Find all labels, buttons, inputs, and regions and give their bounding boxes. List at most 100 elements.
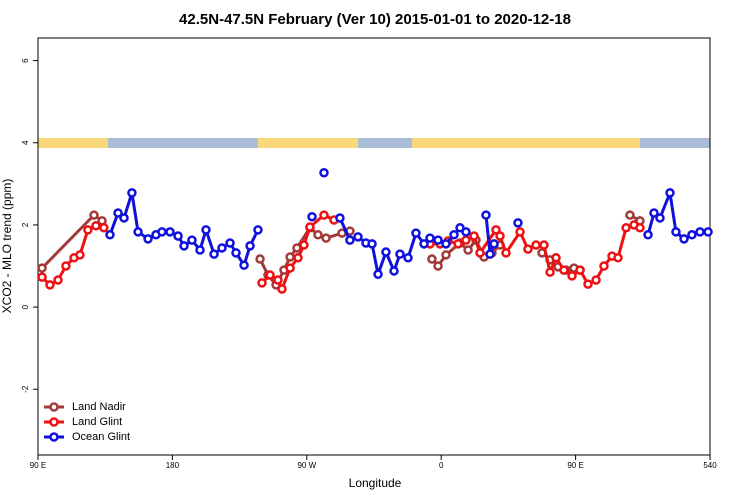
point bbox=[495, 231, 505, 241]
point bbox=[313, 230, 323, 240]
y-tick-label: 6 bbox=[21, 58, 30, 63]
point bbox=[671, 227, 681, 237]
legend-label: Land Glint bbox=[72, 416, 122, 428]
point bbox=[403, 253, 413, 263]
land-band bbox=[412, 138, 640, 148]
point bbox=[621, 223, 631, 233]
point bbox=[45, 280, 55, 290]
point bbox=[419, 239, 429, 249]
point bbox=[265, 270, 275, 280]
point bbox=[679, 234, 689, 244]
point bbox=[319, 210, 329, 220]
x-tick-label: 90 W bbox=[297, 461, 316, 470]
point bbox=[225, 238, 235, 248]
land-band bbox=[38, 138, 108, 148]
point bbox=[179, 241, 189, 251]
point bbox=[209, 249, 219, 259]
point bbox=[599, 261, 609, 271]
point bbox=[395, 249, 405, 259]
legend-label: Ocean Glint bbox=[72, 431, 130, 443]
point bbox=[433, 261, 443, 271]
point bbox=[665, 188, 675, 198]
point bbox=[463, 245, 473, 255]
point bbox=[441, 250, 451, 260]
point bbox=[353, 232, 363, 242]
point bbox=[433, 235, 443, 245]
point bbox=[635, 223, 645, 233]
point bbox=[469, 231, 479, 241]
point bbox=[461, 235, 471, 245]
point bbox=[345, 235, 355, 245]
point bbox=[453, 239, 463, 249]
point bbox=[143, 234, 153, 244]
point bbox=[643, 230, 653, 240]
point bbox=[481, 210, 491, 220]
legend-marker bbox=[49, 417, 59, 427]
x-axis-label: Longitude bbox=[349, 476, 402, 490]
point bbox=[625, 210, 635, 220]
point bbox=[449, 230, 459, 240]
legend-marker bbox=[49, 402, 59, 412]
point bbox=[501, 248, 511, 258]
legend-marker bbox=[49, 432, 59, 442]
point bbox=[545, 267, 555, 277]
point bbox=[217, 243, 227, 253]
point bbox=[61, 261, 71, 271]
point bbox=[245, 241, 255, 251]
point bbox=[201, 225, 211, 235]
point bbox=[591, 275, 601, 285]
point bbox=[273, 275, 283, 285]
point bbox=[37, 272, 47, 282]
point bbox=[489, 239, 499, 249]
point bbox=[37, 263, 47, 273]
point bbox=[373, 269, 383, 279]
point bbox=[687, 230, 697, 240]
chart-title: 42.5N-47.5N February (Ver 10) 2015-01-01… bbox=[179, 11, 571, 28]
point bbox=[411, 228, 421, 238]
point bbox=[583, 279, 593, 289]
point bbox=[567, 271, 577, 281]
x-tick-label: 180 bbox=[166, 461, 180, 470]
point bbox=[113, 208, 123, 218]
point bbox=[649, 208, 659, 218]
point bbox=[173, 231, 183, 241]
land-ocean-strip bbox=[38, 138, 710, 148]
point bbox=[389, 266, 399, 276]
point bbox=[285, 252, 295, 262]
point bbox=[105, 230, 115, 240]
y-tick-label: 0 bbox=[21, 304, 30, 309]
point bbox=[75, 250, 85, 260]
point bbox=[285, 263, 295, 273]
ocean-band bbox=[38, 138, 710, 148]
point bbox=[89, 210, 99, 220]
point bbox=[257, 278, 267, 288]
point bbox=[485, 249, 495, 259]
point bbox=[187, 235, 197, 245]
legend: Land Nadir Land Glint Ocean Glint bbox=[44, 401, 130, 443]
point bbox=[381, 247, 391, 257]
point bbox=[255, 254, 265, 264]
series-line bbox=[40, 213, 641, 293]
point bbox=[367, 239, 377, 249]
x-tick-label: 0 bbox=[439, 461, 444, 470]
point bbox=[523, 244, 533, 254]
point bbox=[83, 225, 93, 235]
point bbox=[53, 275, 63, 285]
point bbox=[695, 227, 705, 237]
point bbox=[99, 223, 109, 233]
point bbox=[515, 227, 525, 237]
point bbox=[703, 227, 713, 237]
point bbox=[133, 227, 143, 237]
point bbox=[307, 211, 317, 222]
x-tick-label: 90 E bbox=[567, 461, 583, 470]
point bbox=[491, 225, 501, 235]
point bbox=[195, 245, 205, 255]
point bbox=[461, 227, 471, 237]
point bbox=[157, 227, 167, 237]
point bbox=[425, 233, 435, 243]
point bbox=[231, 248, 241, 258]
point bbox=[305, 222, 315, 232]
point bbox=[559, 265, 569, 275]
point bbox=[513, 218, 523, 228]
